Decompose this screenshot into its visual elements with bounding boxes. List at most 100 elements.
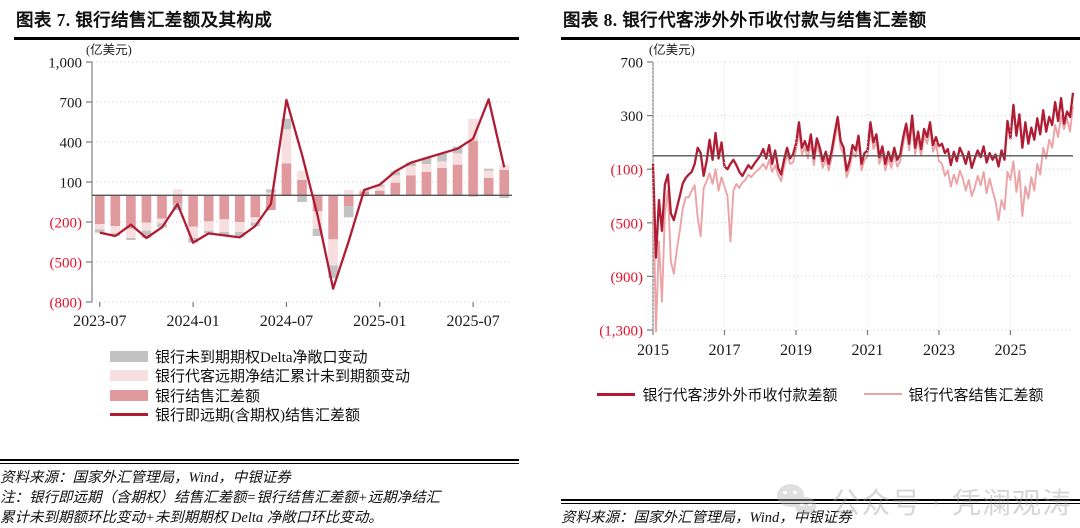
figure-7-title: 图表 7. 银行结售汇差额及其构成 xyxy=(16,10,273,30)
bar-segment-settlement xyxy=(94,194,105,224)
bar-segment-delta xyxy=(421,157,432,164)
figure-7-footer: 资料来源：国家外汇管理局，Wind，中银证券 注：银行即远期（含期权）结售汇差额… xyxy=(0,459,519,528)
bar-segment-settlement xyxy=(126,194,136,229)
figure-8-title: 图表 8. 银行代客涉外外币收付款与结售汇差额 xyxy=(563,10,927,30)
y-axis-tick: (500) xyxy=(611,216,644,232)
bar-segment-delta xyxy=(94,228,105,233)
bar-segment-delta xyxy=(390,170,401,175)
bar-segment-delta xyxy=(468,194,478,197)
bar-segment-delta xyxy=(312,228,323,236)
bar-segment-settlement xyxy=(203,194,214,221)
legend-item: 银行代客远期净结汇累计未到期额变动 xyxy=(110,366,519,386)
bar-segment-forward xyxy=(94,223,105,229)
figure-7-legend: 银行未到期期权Delta净敞口变动银行代客远期净结汇累计未到期额变动 银行结售汇差… xyxy=(14,347,519,425)
bar-segment-forward xyxy=(141,222,152,231)
bar-segment-settlement xyxy=(188,194,198,227)
bar-segment-forward xyxy=(483,170,494,178)
bar-segment-delta xyxy=(126,237,136,240)
bar-segment-delta xyxy=(328,264,338,278)
legend-item: 银行未到期期权Delta净敞口变动 xyxy=(110,347,519,367)
bar-segment-forward xyxy=(328,238,338,265)
footer-rule-thin xyxy=(561,503,1080,504)
bar-segment-forward xyxy=(188,226,198,238)
figure-7-chart: (亿美元) 1,000 700 400 100 (200) (500) (800) 2023-0… xyxy=(14,40,519,345)
bar-segment-settlement xyxy=(281,162,292,195)
x-axis-tick: 2025-01 xyxy=(353,313,406,330)
bar-segment-delta xyxy=(266,188,276,193)
y-axis-tick: 400 xyxy=(60,135,83,151)
figure-7-source: 资料来源：国家外汇管理局，Wind，中银证券 xyxy=(0,470,291,486)
bar-segment-delta xyxy=(483,168,494,171)
legend-label: 银行代客远期净结汇累计未到期额变动 xyxy=(155,369,411,386)
figure-8-footnotes: 资料来源：国家外汇管理局，Wind，中银证券 xyxy=(561,504,1080,528)
bar-segment-forward xyxy=(234,221,245,232)
figure-8-source: 资料来源：国家外汇管理局，Wind，中银证券 xyxy=(561,510,852,526)
x-axis-tick: 2019 xyxy=(780,342,812,359)
x-axis-tick: 2024-07 xyxy=(260,313,313,330)
legend-label: 银行即远期(含期权)结售汇差额 xyxy=(155,408,360,425)
x-axis-tick: 2017 xyxy=(708,342,740,359)
footer-rule-thick xyxy=(561,499,1080,502)
figure-7-footnotes: 资料来源：国家外汇管理局，Wind，中银证券 注：银行即远期（含期权）结售汇差额… xyxy=(0,464,519,528)
y-axis-tick: (1,300) xyxy=(599,323,643,339)
footer-rule-thick xyxy=(0,459,519,462)
bar-segment-forward xyxy=(266,192,276,195)
bar-segment-settlement xyxy=(110,194,121,226)
bar-segment-forward xyxy=(281,128,292,163)
legend-label: 银行未到期期权Delta净敞口变动 xyxy=(155,349,368,366)
bar-segment-settlement xyxy=(297,179,307,195)
figure-8-legend: 银行代客涉外外币收付款差额 银行代客结售汇差额 xyxy=(561,384,1080,405)
bar-segment-settlement xyxy=(328,194,338,239)
bar-segment-forward xyxy=(126,228,136,238)
legend-item: 银行结售汇差额 xyxy=(110,386,519,406)
bar-segment-delta xyxy=(437,152,447,161)
y-axis-tick: 300 xyxy=(621,109,644,125)
bar-segment-delta xyxy=(406,162,416,166)
bar-segment-delta xyxy=(452,146,463,153)
bar-segment-forward xyxy=(390,174,401,183)
figure-8-title-rule xyxy=(561,37,1080,40)
bar-segment-settlement xyxy=(312,194,323,211)
bar-segment-forward xyxy=(157,218,167,223)
y-axis-tick: 700 xyxy=(60,95,83,111)
bar-segment-forward xyxy=(172,188,183,195)
legend-item: 银行代客结售汇差额 xyxy=(863,384,1044,405)
bar-segment-delta xyxy=(203,230,214,233)
legend-swatch xyxy=(597,392,636,396)
bar-segment-forward xyxy=(499,164,510,170)
legend-swatch xyxy=(110,350,148,362)
bar-segment-forward xyxy=(468,118,478,141)
figure-8-footer: 资料来源：国家外汇管理局，Wind，中银证券 公众号 · 凭澜观涛 xyxy=(561,484,1080,528)
legend-label: 银行代客涉外外币收付款差额 xyxy=(642,387,838,404)
bar-segment-forward xyxy=(406,165,416,175)
bar-segment-delta xyxy=(499,194,510,198)
x-axis-tick: 2025-07 xyxy=(446,313,499,330)
bar-segment-settlement xyxy=(374,190,385,195)
y-axis-tick: 1,000 xyxy=(48,55,82,71)
bar-segment-settlement xyxy=(141,194,152,223)
legend-item: 银行即远期(含期权)结售汇差额 xyxy=(110,405,519,425)
bar-segment-forward xyxy=(110,225,121,233)
legend-swatch xyxy=(110,370,148,382)
legend-swatch xyxy=(110,413,148,417)
bar-segment-delta xyxy=(297,194,307,202)
legend-label: 银行代客结售汇差额 xyxy=(908,387,1044,404)
y-axis-tick: (200) xyxy=(50,215,83,231)
y-axis-tick: 100 xyxy=(60,175,83,191)
bar-segment-settlement xyxy=(172,194,183,203)
x-axis-tick: 2021 xyxy=(851,342,883,359)
y-axis-tick: 700 xyxy=(621,55,644,71)
bar-segment-settlement xyxy=(452,164,463,195)
bar-segment-settlement xyxy=(468,140,478,195)
bar-segment-forward xyxy=(219,218,230,232)
y-axis-unit: (亿美元) xyxy=(649,42,695,57)
x-axis-tick: 2025 xyxy=(994,342,1026,359)
figure-7-note-line-1: 注：银行即远期（含期权）结售汇差额=银行结售汇差额+远期净结汇 xyxy=(0,490,441,506)
bar-segment-forward xyxy=(437,160,447,168)
x-axis-tick: 2015 xyxy=(637,342,669,359)
y-axis-tick: (100) xyxy=(611,162,644,178)
bar-segment-settlement xyxy=(157,194,167,219)
bar-segment-settlement xyxy=(406,174,416,195)
x-axis-tick: 2023-07 xyxy=(73,313,126,330)
